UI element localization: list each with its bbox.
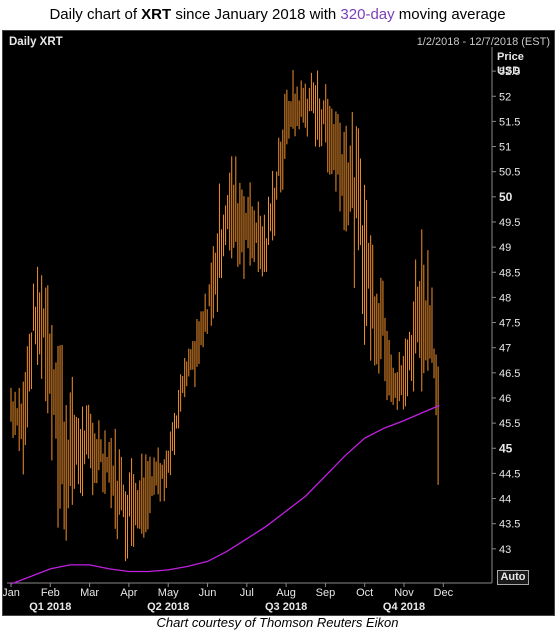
auto-scale-button[interactable]: Auto	[497, 570, 529, 585]
x-month-label: Mar	[80, 587, 99, 599]
y-tick-label: 51.5	[499, 116, 520, 128]
y-tick-label: 46	[499, 393, 511, 405]
y-tick-label: 46.5	[499, 368, 520, 380]
chart-caption: Chart courtesy of Thomson Reuters Eikon	[156, 615, 399, 630]
x-month-label: Jul	[240, 587, 254, 599]
y-tick-label: 49.5	[499, 217, 520, 229]
x-quarter-label: Q4 2018	[383, 601, 425, 613]
y-tick-label: 47.5	[499, 318, 520, 330]
x-quarter-label: Q2 2018	[147, 601, 189, 613]
y-tick-label: 45	[499, 441, 513, 455]
x-month-label: Sep	[316, 587, 336, 599]
y-tick-label: 47	[499, 343, 511, 355]
x-quarter-label: Q3 2018	[265, 601, 307, 613]
price-chart: 43 43.5 44 44.5 45 45.5 46 46.5 47 47.5 48 48.5 49 49…	[3, 47, 520, 613]
panel-title: Daily XRT	[9, 36, 63, 48]
price-series	[10, 70, 439, 562]
x-month-label: Nov	[394, 587, 414, 599]
x-month-label: Jan	[3, 587, 20, 599]
y-tick-label: 43.5	[499, 519, 520, 531]
y-tick-label: 49	[499, 242, 511, 254]
y-tick-label: 45.5	[499, 418, 520, 430]
y-tick-label: 51	[499, 142, 511, 154]
y-tick-label: 52.5	[499, 66, 520, 78]
x-month-label: Dec	[434, 587, 454, 599]
y-tick-label: 52	[499, 91, 511, 103]
y-tick-label: 50.5	[499, 167, 520, 179]
x-quarter-label: Q1 2018	[29, 601, 71, 613]
x-month-label: Oct	[356, 587, 373, 599]
date-range: 1/2/2018 - 12/7/2018 (EST)	[416, 36, 550, 48]
x-month-label: Apr	[120, 587, 137, 599]
x-month-label: Feb	[41, 587, 60, 599]
currency-label: USD	[497, 65, 521, 77]
price-axis-label: Price	[497, 51, 524, 63]
y-tick-label: 44	[499, 494, 511, 506]
y-tick-label: 50	[499, 190, 513, 204]
ticker-symbol: XRT	[141, 6, 172, 23]
chart-panel: 43 43.5 44 44.5 45 45.5 46 46.5 47 47.5 48 48.5 49 49…	[2, 30, 555, 616]
ma-period: 320-day	[340, 6, 395, 23]
moving-average-line	[10, 404, 440, 585]
chart-title: Daily chart of XRT since January 2018 wi…	[49, 6, 506, 23]
y-tick-label: 48.5	[499, 267, 520, 279]
x-month-label: Jun	[199, 587, 217, 599]
y-tick-label: 43	[499, 544, 511, 556]
y-tick-label: 44.5	[499, 468, 520, 480]
x-month-label: May	[158, 587, 179, 599]
x-month-label: Aug	[276, 587, 296, 599]
y-tick-label: 48	[499, 292, 511, 304]
